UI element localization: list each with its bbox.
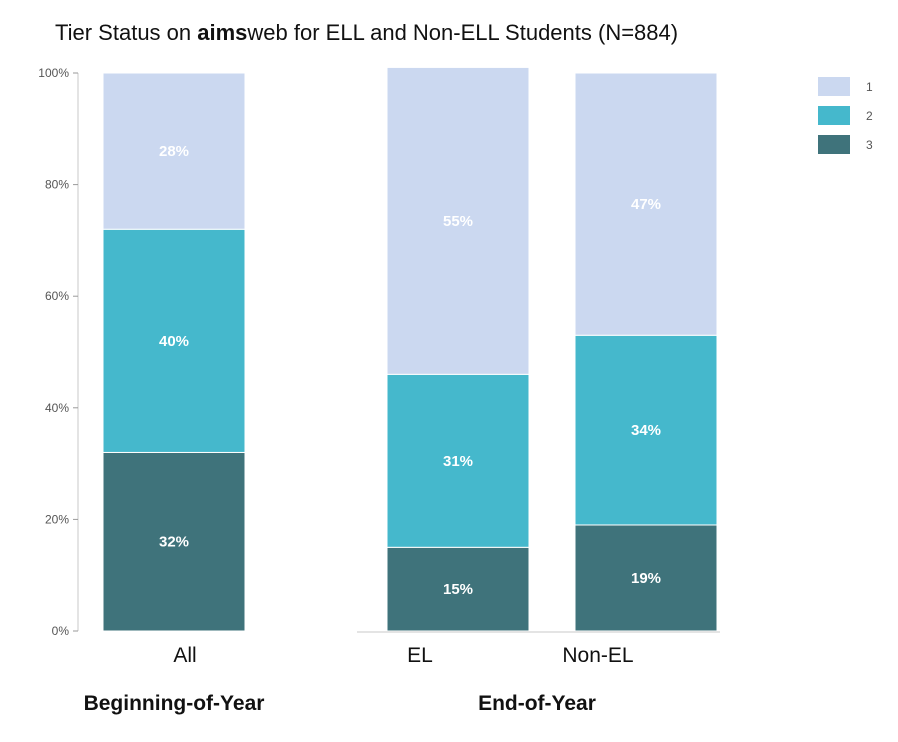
bar-segment — [574, 334, 718, 526]
bar-segment — [102, 451, 246, 632]
bar-segment — [102, 72, 246, 230]
bars: 32% 40% 28% 15% 31% 55% 19% 34% 47% — [102, 66, 720, 633]
bar-data-label: 15% — [443, 581, 473, 598]
bar-segment — [386, 546, 530, 632]
bar-segment — [386, 373, 530, 548]
chart-title-prefix: Tier Status on — [55, 20, 197, 45]
bar-data-label: 31% — [443, 453, 473, 470]
y-tick-label: 60% — [45, 289, 69, 303]
y-tick-label: 0% — [52, 624, 70, 638]
category-label: EL — [407, 644, 433, 667]
bar-data-label: 32% — [159, 534, 189, 551]
category-labels: All EL Non-EL — [173, 644, 633, 667]
legend-label: 1 — [866, 80, 873, 94]
chart-title-bold: aims — [197, 20, 247, 45]
legend: 1 2 3 — [818, 77, 873, 154]
bar-data-label: 28% — [159, 143, 189, 160]
bar-segment — [102, 228, 246, 453]
bar-data-label: 47% — [631, 196, 661, 213]
chart-title: Tier Status on aimsweb for ELL and Non-E… — [55, 20, 678, 45]
y-tick-label: 80% — [45, 178, 69, 192]
legend-swatch — [818, 135, 850, 154]
legend-swatch — [818, 106, 850, 125]
y-tick-label: 20% — [45, 512, 69, 526]
bar-segment — [386, 66, 530, 375]
y-tick-label: 40% — [45, 401, 69, 415]
chart-title-suffix: web for ELL and Non-ELL Students (N=884) — [246, 20, 678, 45]
bar-data-label: 40% — [159, 333, 189, 350]
y-axis: 0% 20% 40% 60% 80% 100% — [38, 66, 79, 638]
bar-data-label: 19% — [631, 570, 661, 587]
bar-data-label: 34% — [631, 422, 661, 439]
bar-data-label: 55% — [443, 213, 473, 230]
legend-label: 2 — [866, 109, 873, 123]
group-labels: Beginning-of-Year End-of-Year — [84, 692, 596, 715]
y-tick-label: 100% — [38, 66, 69, 80]
legend-swatch — [818, 77, 850, 96]
legend-label: 3 — [866, 138, 873, 152]
category-label: All — [173, 644, 196, 667]
group-label: End-of-Year — [478, 692, 596, 715]
group-label: Beginning-of-Year — [84, 692, 265, 715]
category-label: Non-EL — [562, 644, 633, 667]
bar-segment — [574, 72, 718, 336]
